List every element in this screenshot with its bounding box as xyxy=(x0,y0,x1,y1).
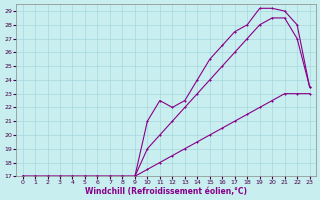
X-axis label: Windchill (Refroidissement éolien,°C): Windchill (Refroidissement éolien,°C) xyxy=(85,187,247,196)
